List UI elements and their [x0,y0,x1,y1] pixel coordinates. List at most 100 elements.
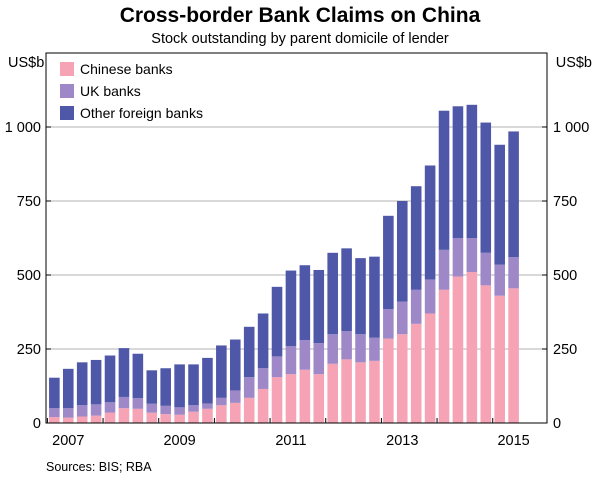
y-tick-label-left: 1 000 [5,120,41,136]
bar-segment [299,340,311,370]
bar-segment [243,377,255,398]
bar-segment [313,374,325,423]
bar-segment [396,301,408,335]
bar-segment [410,289,422,324]
bar-segment [76,405,88,417]
bar-segment [285,270,297,347]
bar-segment [243,326,255,378]
chart-subtitle: Stock outstanding by parent domicile of … [151,31,449,47]
bar-segment [90,359,102,405]
bar-segment [62,368,74,409]
bar-segment [480,122,492,253]
legend-label: UK banks [80,83,141,99]
bar-segment [313,343,325,375]
bar-segment [508,288,519,423]
bar-segment [494,295,505,423]
bar-segment [76,362,88,406]
y-tick-label-left: 750 [17,194,41,210]
bar-segment [76,416,88,423]
bar-segment [355,334,366,363]
bar-segment [257,313,269,369]
bar-segment [396,201,408,302]
x-tick-label: 2013 [386,433,418,449]
bar-segment [132,353,144,399]
bar-segment [508,131,519,258]
bar-segment [285,374,297,423]
bar-segment [216,405,227,423]
bar-segment [466,104,478,238]
bar-segment [146,370,158,404]
bar-segment [146,412,158,423]
bar-segment [104,412,116,423]
bar-segment [160,368,171,406]
bar-segment [424,165,436,280]
bar-segment [410,323,422,423]
bar-segment [188,405,199,412]
bar-segment [62,408,74,418]
bar-segment [438,110,450,250]
bar-segment [202,403,213,409]
bar-segment [327,334,338,364]
bar-segment [341,359,352,423]
bar-segment [271,377,283,423]
bar-segment [174,364,185,408]
bar-segment [452,238,464,277]
bar-segment [146,403,158,413]
bar-segment [188,411,199,423]
bar-segment [243,397,255,423]
y-tick-label-right: 250 [553,342,577,358]
y-axis-left: 0 250 500 750 1 000 [5,120,51,432]
bar-segment [49,408,60,418]
legend-swatch [60,106,74,120]
y-tick-label-right: 500 [553,268,577,284]
bar-segment [104,402,116,413]
bar-segment [118,408,130,423]
gridlines [46,126,547,350]
bar-segment [49,377,60,409]
bar-segment [299,369,311,423]
y-tick-label-right: 750 [553,194,577,210]
bar-segment [327,252,338,335]
legend-label: Chinese banks [80,61,173,77]
bar-segment [396,334,408,423]
bar-segment [216,397,227,406]
x-tick-label: 2007 [52,433,84,449]
bar-segment [188,364,199,406]
bar-segment [202,408,213,423]
bar-segment [229,390,241,403]
bar-segment [327,363,338,423]
y-tick-label-left: 500 [17,268,41,284]
bar-segment [299,265,311,341]
bar-segment [202,357,213,404]
bars [49,104,519,423]
chart-title: Cross-border Bank Claims on China [120,4,481,27]
bar-segment [355,258,366,335]
legend-swatch [60,62,74,76]
bar-segment [494,264,505,296]
bar-segment [341,248,352,332]
source-note: Sources: BIS; RBA [46,460,152,474]
bar-segment [508,257,519,289]
y-tick-label-left: 0 [33,416,41,432]
bar-segment [383,338,394,423]
bar-segment [49,417,60,423]
bar-segment [104,355,116,403]
bar-segment [355,362,366,423]
left-axis-unit: US$b [8,55,44,71]
bar-segment [466,272,478,423]
y-tick-label-right: 1 000 [553,120,589,136]
bar-segment [369,256,380,338]
bar-segment [174,407,185,415]
bar-segment [90,404,102,416]
bar-segment [341,331,352,360]
x-axis: 2007 2009 2011 2013 2015 [46,418,530,449]
bar-segment [271,356,283,378]
bar-segment [438,289,450,423]
bar-segment [132,408,144,423]
legend-swatch [60,84,74,98]
bar-segment [118,396,130,409]
bar-segment [229,339,241,391]
bar-segment [369,337,380,361]
bar-segment [424,279,436,314]
